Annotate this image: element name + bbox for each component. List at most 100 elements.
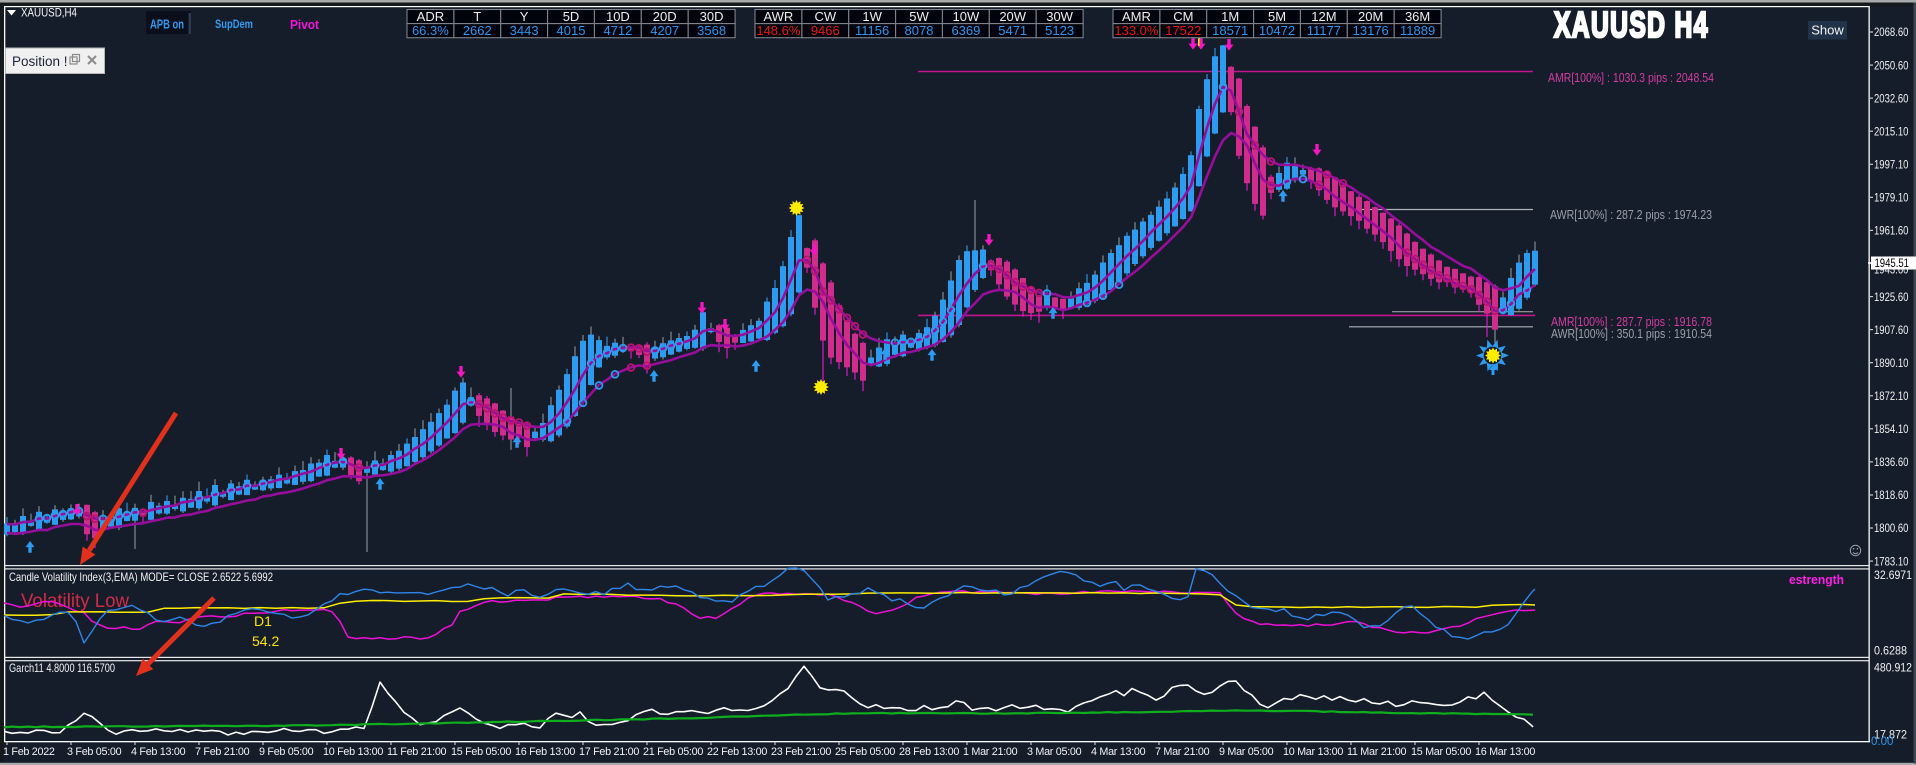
svg-text:5W: 5W (909, 9, 929, 24)
svg-text:CW: CW (814, 9, 836, 24)
svg-text:Y: Y (520, 9, 529, 24)
svg-text:54.2: 54.2 (252, 633, 279, 649)
svg-text:3 Mar 05:00: 3 Mar 05:00 (1027, 746, 1082, 758)
svg-text:23 Feb 21:00: 23 Feb 21:00 (771, 746, 831, 758)
svg-text:6369: 6369 (951, 23, 980, 38)
svg-text:AWR[100%] : 350.1 pips : 1910.: AWR[100%] : 350.1 pips : 1910.54 (1551, 327, 1712, 341)
svg-text:Volatility Low: Volatility Low (21, 591, 129, 612)
svg-text:9 Mar 05:00: 9 Mar 05:00 (1219, 746, 1274, 758)
svg-text:11889: 11889 (1400, 23, 1435, 38)
svg-text:2662: 2662 (463, 23, 492, 38)
svg-text:4 Mar 13:00: 4 Mar 13:00 (1091, 746, 1146, 758)
svg-text:1890.10: 1890.10 (1874, 358, 1909, 370)
svg-text:8078: 8078 (905, 23, 934, 38)
svg-text:28 Feb 13:00: 28 Feb 13:00 (899, 746, 959, 758)
svg-text:16 Feb 13:00: 16 Feb 13:00 (515, 746, 575, 758)
svg-text:1997.10: 1997.10 (1874, 160, 1909, 172)
svg-text:11 Mar 21:00: 11 Mar 21:00 (1347, 746, 1407, 758)
svg-text:20M: 20M (1358, 9, 1383, 24)
svg-text:5123: 5123 (1045, 23, 1074, 38)
svg-text:2015.10: 2015.10 (1874, 126, 1909, 138)
svg-text:133.0%: 133.0% (1114, 23, 1159, 38)
svg-text:1872.10: 1872.10 (1874, 391, 1909, 403)
svg-text:3443: 3443 (510, 23, 539, 38)
svg-text:18571: 18571 (1212, 23, 1248, 38)
svg-text:SupDem: SupDem (215, 17, 253, 31)
svg-text:ADR: ADR (417, 9, 444, 24)
svg-text:25 Feb 05:00: 25 Feb 05:00 (835, 746, 895, 758)
svg-text:17 Feb 21:00: 17 Feb 21:00 (579, 746, 639, 758)
svg-text:1925.60: 1925.60 (1874, 292, 1909, 304)
svg-text:30W: 30W (1046, 9, 1073, 24)
svg-text:0.00: 0.00 (1871, 736, 1893, 748)
svg-text:36M: 36M (1405, 9, 1430, 24)
svg-text:148.6%: 148.6% (756, 23, 801, 38)
svg-text:11 Feb 21:00: 11 Feb 21:00 (387, 746, 447, 758)
svg-text:10 Mar 13:00: 10 Mar 13:00 (1283, 746, 1343, 758)
svg-text:15 Feb 05:00: 15 Feb 05:00 (451, 746, 511, 758)
svg-text:480.912: 480.912 (1874, 663, 1912, 675)
svg-text:AMR: AMR (1122, 9, 1151, 24)
svg-text:10D: 10D (606, 9, 630, 24)
svg-text:9466: 9466 (811, 23, 840, 38)
svg-text:1818.60: 1818.60 (1874, 490, 1909, 502)
svg-text:4015: 4015 (557, 23, 586, 38)
svg-text:66.3%: 66.3% (412, 23, 449, 38)
svg-text:10 Feb 13:00: 10 Feb 13:00 (323, 746, 383, 758)
svg-text:21 Feb 05:00: 21 Feb 05:00 (643, 746, 703, 758)
svg-text:AWR[100%] : 287.2 pips : 1974.: AWR[100%] : 287.2 pips : 1974.23 (1550, 208, 1712, 222)
svg-text:Pivot: Pivot (290, 17, 320, 32)
svg-text:3568: 3568 (697, 23, 726, 38)
svg-text:3 Feb 05:00: 3 Feb 05:00 (67, 746, 122, 758)
svg-text:XAUUSD,H4: XAUUSD,H4 (21, 6, 77, 20)
svg-text:AMR[100%] : 287.7 pips : 1916.: AMR[100%] : 287.7 pips : 1916.78 (1551, 315, 1712, 329)
svg-text:32.6971: 32.6971 (1874, 570, 1912, 582)
svg-text:estrength: estrength (1789, 573, 1844, 587)
svg-text:7 Mar 21:00: 7 Mar 21:00 (1155, 746, 1210, 758)
svg-text:10W: 10W (953, 9, 980, 24)
svg-text:20W: 20W (999, 9, 1026, 24)
svg-text:1W: 1W (862, 9, 882, 24)
svg-text:7 Feb 21:00: 7 Feb 21:00 (195, 746, 250, 758)
svg-text:1 Mar 21:00: 1 Mar 21:00 (963, 746, 1018, 758)
svg-text:5471: 5471 (998, 23, 1027, 38)
svg-text:10472: 10472 (1259, 23, 1295, 38)
svg-text:Show: Show (1811, 23, 1844, 38)
svg-text:1836.60: 1836.60 (1874, 457, 1909, 469)
svg-text:13176: 13176 (1353, 23, 1389, 38)
svg-text:CM: CM (1173, 9, 1193, 24)
svg-text:15 Mar 05:00: 15 Mar 05:00 (1411, 746, 1471, 758)
svg-text:1 Feb 2022: 1 Feb 2022 (3, 746, 55, 758)
svg-text:4207: 4207 (650, 23, 679, 38)
svg-text:1783.10: 1783.10 (1874, 556, 1909, 568)
svg-text:T: T (473, 9, 481, 24)
svg-text:5D: 5D (563, 9, 580, 24)
svg-text:5M: 5M (1268, 9, 1286, 24)
svg-text:1979.10: 1979.10 (1874, 193, 1909, 205)
svg-text:17.872: 17.872 (1874, 730, 1907, 742)
svg-text:20D: 20D (653, 9, 677, 24)
svg-text:4712: 4712 (603, 23, 632, 38)
svg-text:17522: 17522 (1165, 23, 1201, 38)
svg-text:4 Feb 13:00: 4 Feb 13:00 (131, 746, 186, 758)
svg-text:1800.60: 1800.60 (1874, 523, 1909, 535)
svg-text:1907.60: 1907.60 (1874, 325, 1909, 337)
svg-text:11177: 11177 (1307, 23, 1341, 38)
svg-text:11156: 11156 (855, 23, 889, 38)
svg-text:AWR: AWR (763, 9, 793, 24)
svg-text:1945.51: 1945.51 (1875, 258, 1910, 270)
svg-text:1961.60: 1961.60 (1874, 226, 1909, 238)
svg-text:1M: 1M (1221, 9, 1239, 24)
svg-text:1854.10: 1854.10 (1874, 424, 1909, 436)
svg-text:22 Feb 13:00: 22 Feb 13:00 (707, 746, 767, 758)
svg-text:9 Feb 05:00: 9 Feb 05:00 (259, 746, 314, 758)
svg-text:Garch11 4.8000 116.5700: Garch11 4.8000 116.5700 (9, 661, 115, 675)
svg-text:0.6288: 0.6288 (1874, 646, 1907, 658)
svg-text:12M: 12M (1311, 9, 1336, 24)
svg-text:Candle Volatility Index(3,EMA): Candle Volatility Index(3,EMA) MODE= CLO… (9, 570, 273, 584)
svg-text:XAUUSD H4: XAUUSD H4 (1554, 4, 1709, 45)
svg-text:D1: D1 (254, 613, 272, 629)
svg-text:Position !: Position ! (12, 54, 68, 69)
svg-text:16 Mar 13:00: 16 Mar 13:00 (1475, 746, 1535, 758)
svg-text:2068.60: 2068.60 (1874, 27, 1909, 39)
